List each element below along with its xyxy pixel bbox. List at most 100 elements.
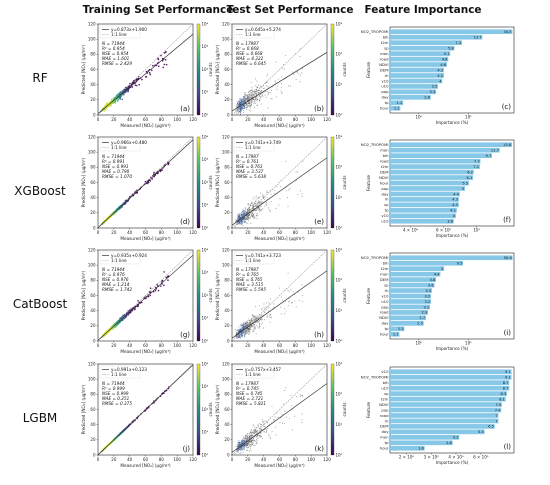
importance-bar bbox=[390, 380, 510, 385]
importance-bar bbox=[390, 255, 513, 261]
scatter-point bbox=[261, 319, 263, 321]
scatter-point bbox=[238, 450, 240, 452]
bar-value-label: 3.1 bbox=[424, 305, 430, 309]
feature-label: NDVI bbox=[379, 315, 388, 320]
bar-value-label: 7.5 bbox=[495, 403, 501, 407]
scatter-point bbox=[249, 214, 251, 216]
scatter-point bbox=[265, 302, 267, 304]
scatter-point bbox=[264, 420, 266, 422]
scatter-point bbox=[250, 215, 252, 217]
y-axis-label: Predicted [NO₂] (μg/m³) bbox=[215, 44, 220, 94]
scatter-point bbox=[163, 63, 166, 66]
x-tick-label: 60 bbox=[277, 117, 283, 122]
scatter-point bbox=[253, 424, 255, 426]
scatter-point bbox=[262, 426, 264, 428]
scatter-point bbox=[150, 69, 153, 72]
bar-value-label: 4.2 bbox=[437, 74, 443, 78]
y-tick-label: 60 bbox=[224, 407, 230, 412]
scatter-point bbox=[253, 431, 255, 433]
importance-bar bbox=[390, 266, 445, 271]
stat-line: RMSE = 6.645 bbox=[236, 61, 266, 66]
scatter-point bbox=[274, 192, 276, 194]
bar-value-label: 2.8 bbox=[424, 96, 430, 100]
colorbar-tick-label: 10³ bbox=[336, 21, 343, 26]
y-tick-label: 40 bbox=[224, 82, 230, 87]
bar-value-label: 5 bbox=[462, 187, 464, 191]
x-tick-label: 0 bbox=[231, 343, 234, 348]
y-tick-label: 0 bbox=[93, 338, 96, 343]
colorbar-tick-label: 10⁰ bbox=[202, 112, 209, 117]
scatter-point bbox=[243, 447, 245, 449]
scatter-point bbox=[255, 212, 257, 214]
scatter-point bbox=[239, 444, 241, 446]
scatter-point bbox=[260, 432, 262, 434]
scatter-point bbox=[240, 220, 243, 222]
scatter-point bbox=[295, 396, 298, 398]
importance-bar bbox=[390, 326, 405, 332]
stat-line: MAE = 4.322 bbox=[236, 56, 264, 61]
scatter-point bbox=[248, 329, 250, 331]
scatter-point bbox=[237, 216, 239, 218]
scatter-point bbox=[255, 319, 257, 321]
scatter-point bbox=[266, 306, 268, 308]
scatter-point bbox=[247, 210, 249, 212]
scatter-point bbox=[255, 321, 257, 323]
scatter-point bbox=[242, 213, 244, 215]
feature-label: mon bbox=[380, 148, 389, 153]
scatter-point bbox=[269, 211, 271, 213]
scatter-point bbox=[254, 328, 256, 330]
scatter-point bbox=[270, 200, 272, 202]
feature-label: NO2_TROPOMI bbox=[361, 29, 389, 34]
scatter-point bbox=[116, 100, 119, 102]
scatter-point bbox=[248, 103, 250, 105]
scatter-point bbox=[138, 83, 140, 86]
scatter-point bbox=[268, 316, 270, 318]
scatter-point bbox=[276, 186, 278, 188]
scatter-point bbox=[244, 92, 246, 94]
scatter-point bbox=[259, 209, 261, 212]
x-tick-label: 80 bbox=[159, 230, 165, 235]
scatter-point bbox=[243, 326, 245, 328]
y-tick-label: 80 bbox=[90, 392, 96, 397]
scatter-point bbox=[290, 394, 292, 397]
colorbar-tick-label: 10¹ bbox=[202, 430, 209, 435]
y-axis-label: Feature bbox=[366, 402, 371, 418]
scatter-point bbox=[250, 429, 252, 431]
scatter-point bbox=[282, 64, 285, 66]
scatter-point bbox=[242, 449, 244, 451]
scatter-point bbox=[249, 217, 251, 219]
bar-value-label: 2.9 bbox=[422, 311, 428, 315]
scatter-point bbox=[243, 336, 246, 338]
colorbar bbox=[196, 363, 201, 456]
scatter-point bbox=[245, 210, 247, 213]
scatter-point bbox=[256, 86, 258, 88]
scatter-points bbox=[98, 250, 193, 341]
x-tick-label: 100 bbox=[307, 230, 315, 235]
scatter-point bbox=[280, 313, 282, 315]
x-tick-label: 100 bbox=[173, 230, 181, 235]
scatter-point bbox=[118, 93, 120, 95]
x-tick-label: 120 bbox=[323, 230, 331, 235]
scatter-point bbox=[260, 428, 262, 430]
bar-value-label: 7.3 bbox=[474, 159, 480, 163]
scatter-point bbox=[235, 111, 237, 113]
y-tick-label: 40 bbox=[90, 422, 96, 427]
scatter-point bbox=[250, 443, 252, 446]
scatter-point bbox=[266, 75, 268, 77]
scatter-point bbox=[263, 307, 265, 309]
scatter-point bbox=[252, 325, 254, 328]
scatter-point bbox=[248, 437, 250, 439]
importance-bar bbox=[390, 424, 495, 429]
scatter-point bbox=[285, 301, 287, 303]
scatter-point bbox=[242, 214, 244, 216]
feature-label: sp bbox=[384, 45, 389, 50]
scatter-point bbox=[252, 98, 254, 100]
x-tick-label: 4 × 10⁰ bbox=[448, 455, 464, 460]
scatter-point bbox=[256, 208, 258, 210]
scatter-point bbox=[238, 443, 241, 445]
y-tick-label: 80 bbox=[90, 52, 96, 57]
scatter-point bbox=[249, 204, 251, 206]
scatter-point bbox=[246, 94, 249, 96]
scatter-point bbox=[131, 86, 134, 88]
